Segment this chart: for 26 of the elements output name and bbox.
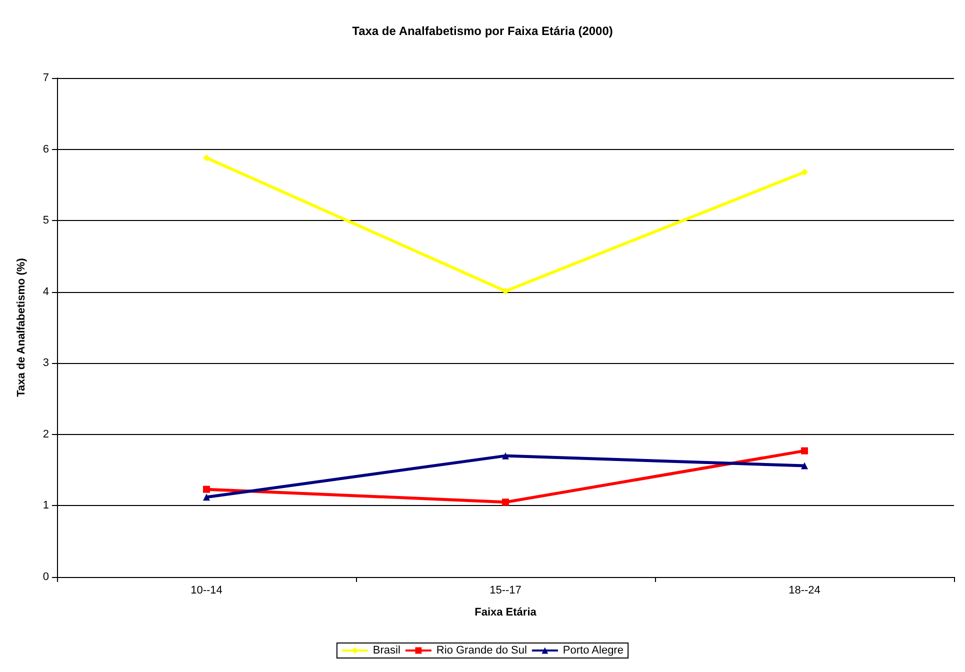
point: [801, 462, 808, 470]
point: [203, 486, 210, 493]
x-tick-label: 15--17: [490, 584, 522, 596]
chart-title: Taxa de Analfabetismo por Faixa Etária (2000): [352, 24, 613, 38]
legend-label: Porto Alegre: [562, 644, 624, 656]
point: [801, 447, 808, 454]
x-axis-title: Faixa Etária: [474, 606, 538, 618]
y-tick-label: 3: [42, 357, 49, 370]
y-tick-label: 4: [42, 286, 49, 298]
y-tick-label: 1: [42, 500, 49, 512]
y-tick-label: 6: [42, 143, 49, 156]
y-axis-title: Taxa de Analfabetismo (%): [16, 258, 28, 397]
point: [203, 154, 210, 162]
point: [203, 494, 210, 501]
point: [502, 498, 509, 506]
legend-label: Brasil: [372, 644, 400, 656]
y-tick-label: 2: [42, 428, 49, 440]
x-tick-label: 10--14: [190, 584, 222, 596]
y-tick-label: 5: [42, 214, 49, 227]
y-tick-label: 7: [42, 72, 49, 84]
point: [801, 168, 808, 176]
y-tick-label: 0: [42, 571, 49, 583]
x-tick-label: 18--24: [788, 584, 820, 596]
point: [502, 288, 509, 295]
legend-label: Rio Grande do Sul: [436, 644, 527, 656]
point: [502, 452, 509, 460]
